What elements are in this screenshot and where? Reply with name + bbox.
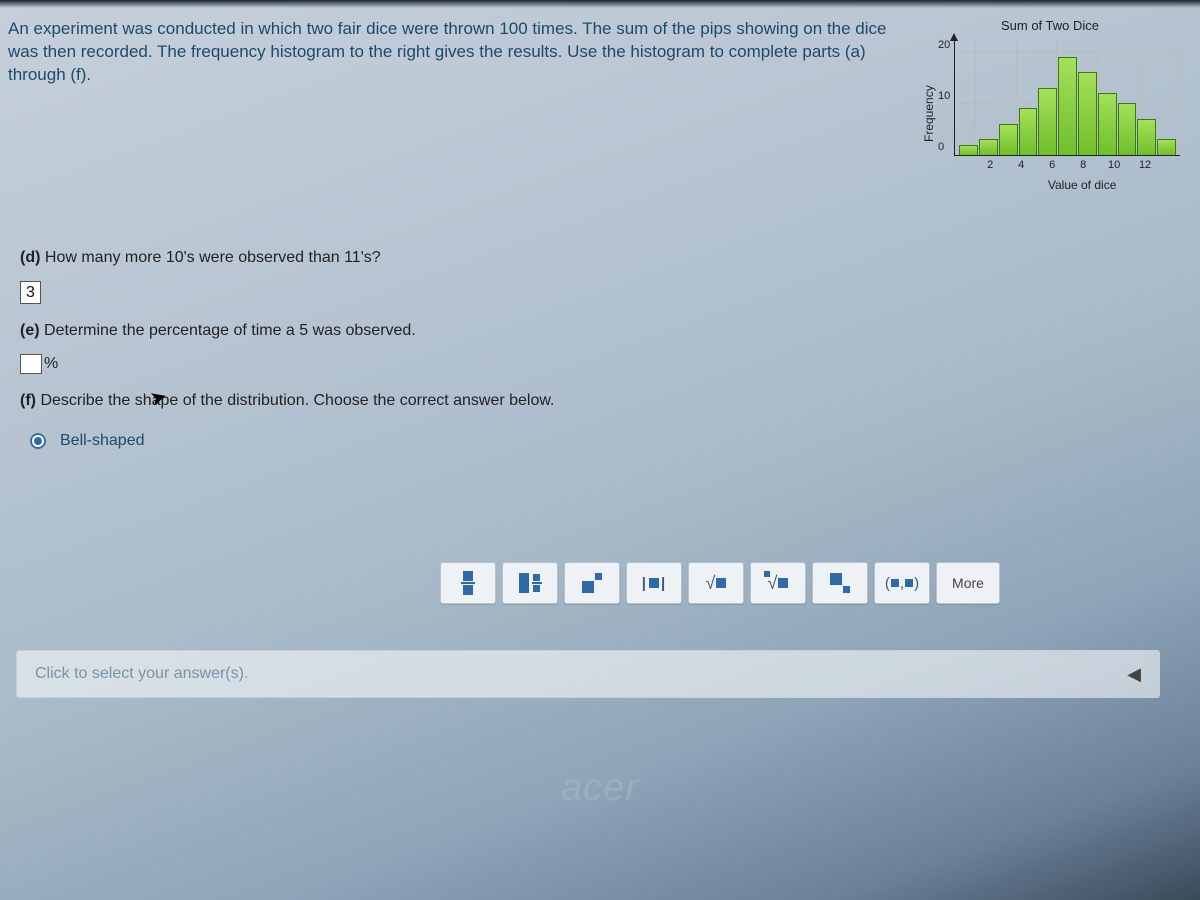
absolute-value-button[interactable]: || — [626, 562, 682, 604]
mixed-fraction-icon — [519, 573, 542, 593]
histogram-bar — [959, 145, 978, 155]
histogram-bar — [1019, 108, 1038, 155]
question-f-label: (f) — [20, 392, 36, 409]
radio-option-bell-shaped[interactable]: Bell-shaped — [30, 432, 1180, 450]
chart-title: Sum of Two Dice — [920, 18, 1180, 33]
chart-yticks: 20 10 0 — [938, 39, 954, 171]
histogram-chart: Sum of Two Dice Frequency 20 10 0 — [920, 18, 1180, 189]
histogram-bar — [1078, 72, 1097, 155]
ordered-pair-icon: (,) — [885, 575, 919, 592]
question-e-label: (e) — [20, 322, 40, 339]
subscript-icon — [830, 573, 850, 593]
histogram-bar — [1157, 139, 1176, 155]
footer-bar: Click to select your answer(s). ◀ — [16, 650, 1160, 698]
chart-plot-area: 2 4 6 8 10 12 — [954, 41, 1180, 156]
ordered-pair-button[interactable]: (,) — [874, 562, 930, 604]
square-root-icon: √ — [706, 573, 727, 594]
histogram-bar — [1137, 119, 1156, 155]
fraction-button[interactable] — [440, 562, 496, 604]
percent-unit: % — [44, 355, 58, 373]
subscript-button[interactable] — [812, 562, 868, 604]
more-button[interactable]: More — [936, 562, 1000, 604]
question-d: (d) How many more 10's were observed tha… — [20, 249, 1180, 267]
histogram-bar — [1038, 88, 1057, 155]
question-f: (f) Describe the shape of the distributi… — [20, 392, 1180, 410]
nth-root-icon: √ — [768, 573, 789, 594]
absolute-value-icon: || — [642, 575, 666, 592]
answer-input-d[interactable]: 3 — [20, 281, 41, 304]
fraction-icon — [461, 571, 475, 595]
math-toolbar: || √ √ (,) More — [440, 562, 1000, 604]
question-e: (e) Determine the percentage of time a 5… — [20, 322, 1180, 340]
chart-xlabel: Value of dice — [954, 178, 1180, 192]
histogram-bar — [1118, 103, 1137, 155]
nth-root-button[interactable]: √ — [750, 562, 806, 604]
mixed-fraction-button[interactable] — [502, 562, 558, 604]
back-arrow-icon[interactable]: ◀ — [1127, 664, 1141, 685]
exponent-button[interactable] — [564, 562, 620, 604]
exponent-icon — [582, 573, 602, 593]
histogram-bar — [979, 139, 998, 155]
histogram-bar — [999, 124, 1018, 155]
question-d-label: (d) — [20, 249, 40, 266]
chart-ylabel: Frequency — [920, 39, 938, 189]
laptop-brand-logo: acer — [561, 767, 639, 810]
answer-input-e[interactable] — [20, 354, 42, 374]
radio-button-icon — [30, 433, 46, 449]
radio-label: Bell-shaped — [60, 432, 145, 450]
footer-hint: Click to select your answer(s). — [35, 665, 248, 683]
question-prompt: An experiment was conducted in which two… — [8, 18, 920, 87]
chart-xticks: 2 4 6 8 10 12 — [955, 159, 1180, 171]
square-root-button[interactable]: √ — [688, 562, 744, 604]
histogram-bar — [1058, 57, 1077, 155]
histogram-bar — [1098, 93, 1117, 155]
